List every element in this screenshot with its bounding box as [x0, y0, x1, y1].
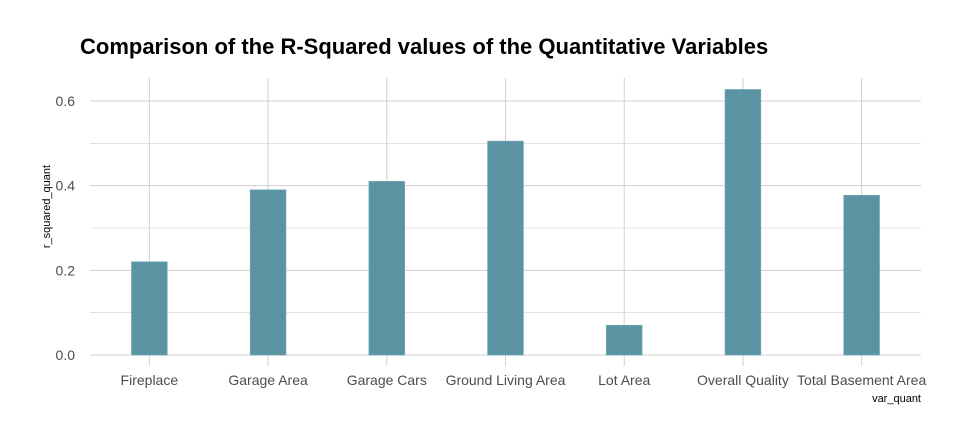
x-tick-label: Garage Cars: [347, 372, 427, 388]
bar-ground-living-area: [487, 140, 524, 356]
chart-title: Comparison of the R-Squared values of th…: [80, 34, 769, 59]
bar-total-basement-area: [843, 195, 880, 356]
y-tick-label: 0.2: [56, 262, 76, 278]
x-tick-labels: Fireplace Garage Area Garage Cars Ground Li…: [121, 372, 927, 388]
bar-fireplace: [131, 261, 168, 356]
x-tick-label: Total Basement Area: [797, 372, 926, 388]
x-tick-label: Lot Area: [598, 372, 650, 388]
x-tick-label: Fireplace: [121, 372, 179, 388]
y-tick-label: 0.4: [56, 178, 76, 194]
x-tick-label: Overall Quality: [697, 372, 789, 388]
y-tick-label: 0.0: [56, 347, 76, 363]
y-axis-title: r_squared_quant: [41, 165, 53, 248]
x-tick-label: Ground Living Area: [446, 372, 566, 388]
x-axis-title: var_quant: [872, 393, 921, 405]
bar-garage-area: [249, 189, 287, 356]
bar-garage-cars: [368, 181, 405, 356]
y-tick-labels: 0.0 0.2 0.4 0.6: [56, 93, 76, 363]
y-tick-label: 0.6: [56, 93, 76, 109]
bar-overall-quality: [724, 89, 762, 356]
bar-lot-area: [606, 324, 643, 356]
x-tick-label: Garage Area: [228, 372, 308, 388]
bars: [131, 89, 880, 356]
